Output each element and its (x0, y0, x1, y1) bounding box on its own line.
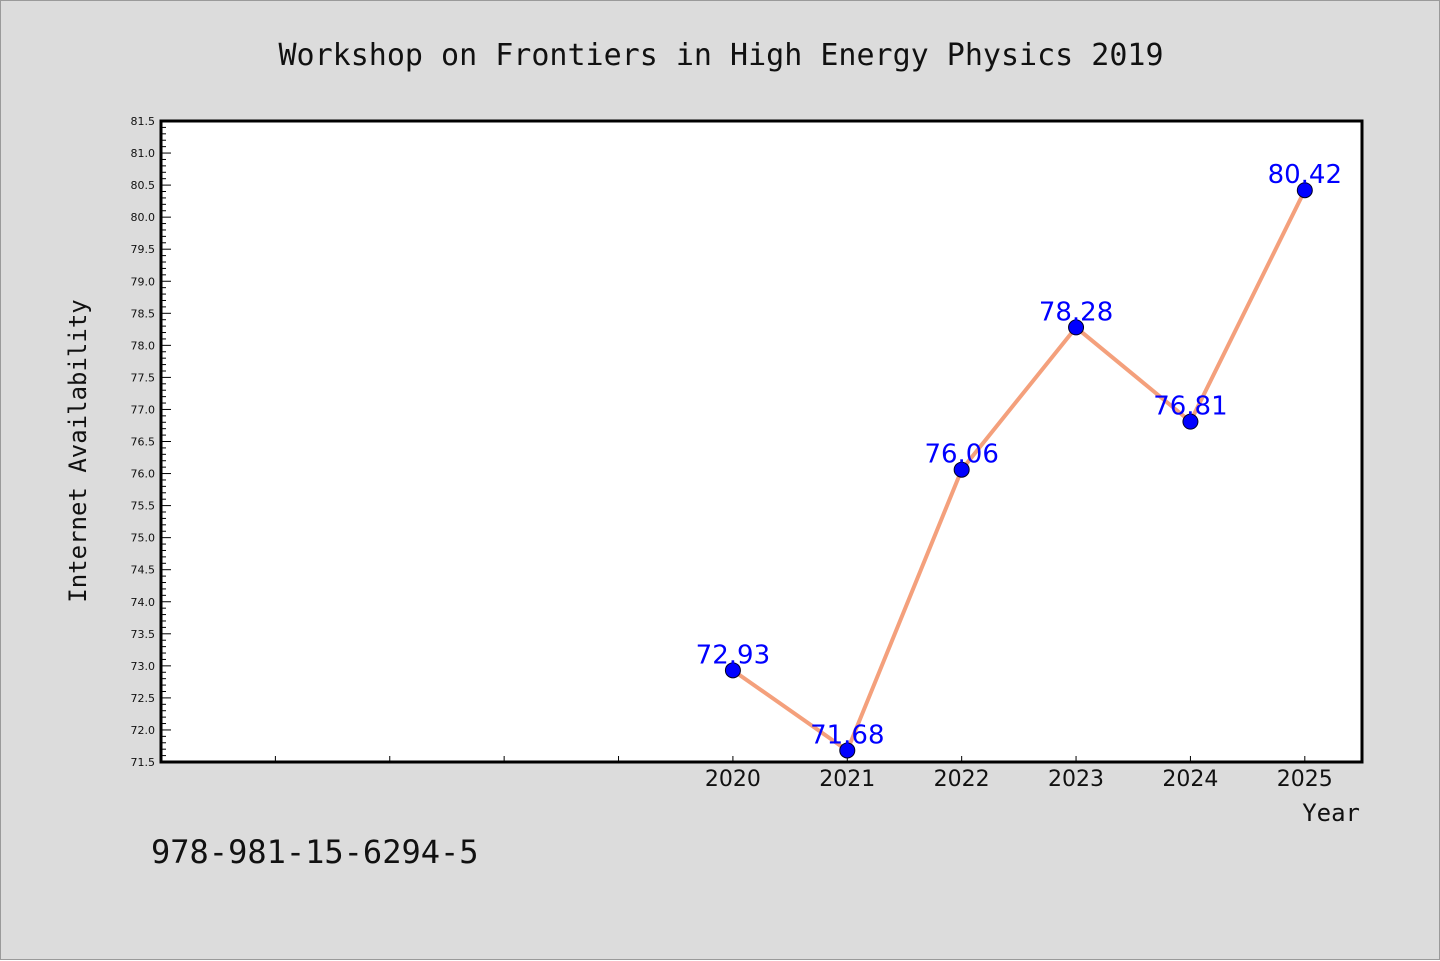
y-tick-label: 72.5 (131, 692, 156, 705)
x-tick-label: 2023 (1048, 767, 1104, 792)
x-tick-label: 2021 (819, 767, 875, 792)
isbn-text: 978-981-15-6294-5 (151, 833, 479, 871)
y-tick-label: 74.0 (131, 596, 156, 609)
data-point-marker (1182, 413, 1199, 430)
y-tick-label: 72.0 (131, 724, 156, 737)
y-tick-label: 80.0 (131, 211, 156, 224)
y-tick-label: 75.0 (131, 532, 156, 545)
x-axis: 2020 2021 2022 2023 2024 2025 (274, 756, 1333, 792)
x-tick-label: 2024 (1162, 767, 1218, 792)
y-tick-label: 80.5 (131, 179, 156, 192)
y-axis: 71.5 72.0 72.5 73.0 73.5 74.0 74.5 75.0 75.5 76.0… (131, 115, 171, 769)
y-tick-label: 71.5 (131, 756, 156, 769)
y-tick-label: 74.5 (131, 564, 156, 577)
y-tick-label: 79.0 (131, 275, 156, 288)
data-label: 71.68 (810, 720, 884, 750)
y-tick-label: 81.0 (131, 147, 156, 160)
x-tick-label: 2025 (1277, 767, 1333, 792)
y-tick-label: 79.5 (131, 243, 156, 256)
y-tick-label: 73.0 (131, 660, 156, 673)
data-point-marker (1296, 182, 1313, 199)
y-tick-label: 77.5 (131, 371, 156, 384)
y-tick-label: 76.5 (131, 436, 156, 449)
y-tick-label: 81.5 (131, 115, 156, 128)
y-tick-label: 76.0 (131, 468, 156, 481)
data-label: 72.93 (696, 640, 770, 670)
series-line (731, 189, 1307, 753)
series-group: 72.93 71.68 76.06 78.28 76.81 80.42 (696, 160, 1342, 759)
data-point-marker (724, 662, 741, 679)
data-point-marker (1068, 319, 1085, 336)
data-point-marker (953, 461, 970, 478)
chart-title: Workshop on Frontiers in High Energy Phy… (278, 38, 1163, 73)
y-tick-label: 73.5 (131, 628, 156, 641)
y-axis-label: Internet Availability (64, 299, 92, 602)
data-label: 76.06 (924, 440, 998, 470)
x-tick-label: 2020 (705, 767, 761, 792)
x-axis-label: Year (1302, 799, 1360, 827)
y-tick-label: 78.5 (131, 307, 156, 320)
data-point-marker (839, 742, 856, 759)
x-tick-label: 2022 (934, 767, 990, 792)
data-label: 76.81 (1153, 392, 1227, 422)
data-label: 80.42 (1268, 160, 1342, 190)
data-label: 78.28 (1039, 297, 1113, 327)
y-tick-label: 78.0 (131, 339, 156, 352)
y-tick-label: 75.5 (131, 500, 156, 513)
y-tick-label: 77.0 (131, 403, 156, 416)
plot-area (159, 119, 1364, 764)
